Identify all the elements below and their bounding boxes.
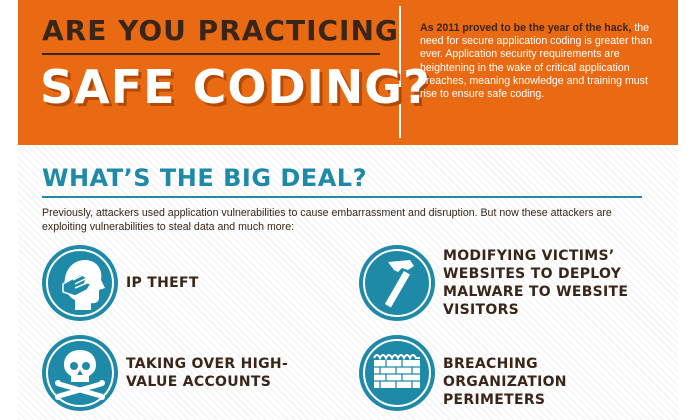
headline-main: SAFE CODING? — [40, 60, 431, 114]
brick-wall-icon — [359, 335, 435, 411]
head-hand-icon — [42, 245, 118, 321]
content-panel — [18, 145, 678, 420]
item-label: TAKING OVER HIGH-VALUE ACCOUNTS — [126, 356, 289, 390]
section-rule — [42, 196, 642, 198]
headline-rule — [42, 53, 380, 55]
item-label: MODIFYING VICTIMS’ WEBSITES TO DEPLOY MA… — [443, 248, 629, 318]
intro-paragraph: As 2011 proved to be the year of the hac… — [420, 22, 658, 101]
item-label: BREACHING ORGANIZATION PERIMETERS — [443, 356, 567, 408]
banner-divider — [399, 6, 401, 138]
headline-top: ARE YOU PRACTICING — [42, 14, 399, 47]
section-title: WHAT’S THE BIG DEAL? — [42, 164, 367, 192]
hammer-icon — [359, 245, 435, 321]
header-banner — [18, 0, 678, 145]
intro-lead: As 2011 proved to be the year of the hac… — [420, 22, 632, 34]
section-body: Previously, attackers used application v… — [42, 207, 612, 233]
item-label: IP THEFT — [126, 275, 199, 291]
skull-crossbones-icon — [42, 335, 118, 411]
intro-body: the need for secure application coding i… — [420, 22, 653, 101]
